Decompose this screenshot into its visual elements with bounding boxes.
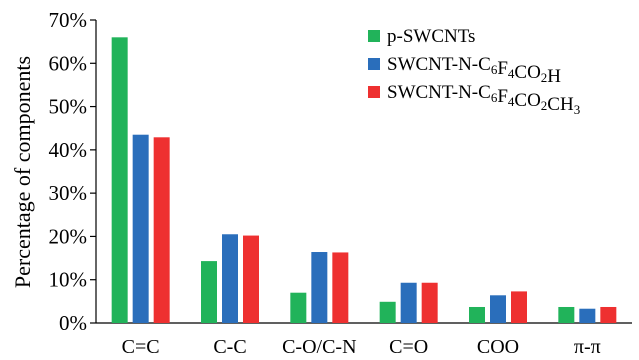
y-tick-label: 70% — [49, 8, 88, 32]
bar — [332, 252, 349, 323]
legend-label: SWCNT-N-C6F4CO2CH3 — [387, 82, 580, 117]
bar — [490, 295, 506, 323]
bar — [469, 306, 485, 323]
bar — [600, 306, 617, 323]
y-axis: 0% 10% 20% 30% 40% 50% 60% 70% — [49, 8, 97, 335]
y-tick-label: 30% — [49, 181, 88, 205]
y-axis-title: Percentage of components — [10, 56, 35, 288]
bars — [111, 37, 617, 324]
x-axis: C=C C-C C-O/C-N C=O COO π-π — [96, 322, 632, 358]
bar — [111, 37, 128, 324]
bar — [558, 306, 575, 323]
y-tick-label: 50% — [49, 95, 88, 119]
x-category-label: C=O — [389, 336, 428, 358]
legend: p-SWCNTs SWCNT-N-C6F4CO2HSWCNT-N-C6F4CO2C… — [368, 26, 580, 117]
x-category-label: C-C — [213, 336, 246, 358]
y-tick-label: 40% — [49, 138, 88, 162]
bar — [511, 291, 527, 323]
bar — [132, 134, 149, 323]
legend-label: p-SWCNTs — [387, 26, 475, 47]
bar — [243, 235, 259, 323]
bar — [379, 301, 396, 323]
bar — [153, 137, 170, 323]
x-category-label: π-π — [574, 336, 601, 358]
legend-label: SWCNT-N-C6F4CO2H — [387, 54, 561, 87]
bar — [421, 282, 438, 323]
y-tick-label: 10% — [49, 268, 88, 292]
x-category-label: C-O/C-N — [282, 336, 356, 358]
y-tick-label: 0% — [59, 311, 87, 335]
legend-swatch — [368, 30, 380, 42]
bar — [311, 252, 328, 323]
legend-swatch — [368, 58, 380, 70]
y-tick-label: 20% — [49, 224, 88, 248]
x-category-label: COO — [477, 336, 519, 358]
y-tick-label: 60% — [49, 51, 88, 75]
bar — [579, 308, 596, 323]
x-category-label: C=C — [122, 336, 160, 358]
bar — [201, 261, 217, 323]
bar — [290, 292, 307, 323]
legend-swatch — [368, 86, 380, 98]
bar — [222, 234, 238, 323]
bar — [400, 282, 417, 323]
